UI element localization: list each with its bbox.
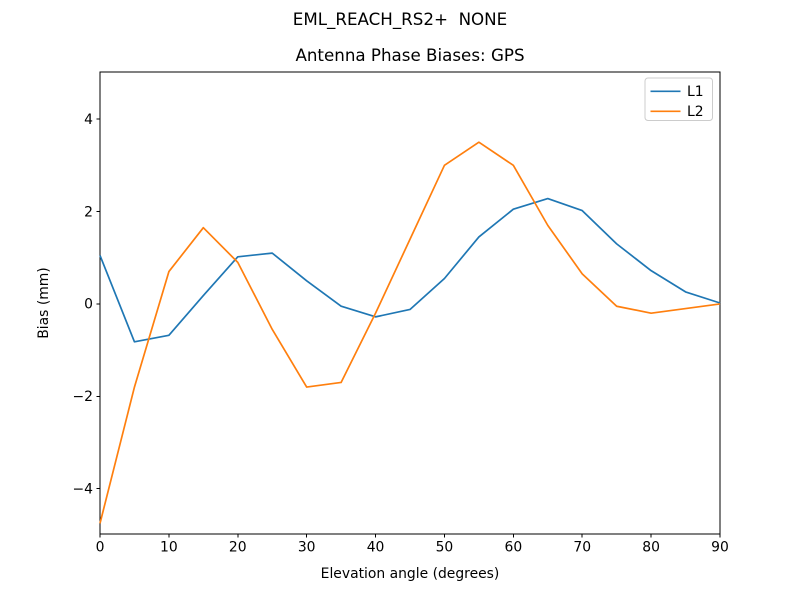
y-axis-label: Bias (mm) <box>36 267 52 338</box>
y-tick-label: 0 <box>84 297 93 313</box>
axes-title: Antenna Phase Biases: GPS <box>295 45 524 65</box>
series-line-l1 <box>99 197 721 343</box>
series-line-l2 <box>99 141 721 524</box>
data-series <box>99 141 721 524</box>
x-tick-label: 0 <box>96 540 105 556</box>
legend-label-l1: L1 <box>687 84 704 100</box>
y-tick-label: 4 <box>84 112 93 128</box>
x-tick-label: 20 <box>229 540 247 556</box>
x-tick-label: 80 <box>642 540 660 556</box>
legend-frame <box>644 77 713 121</box>
x-tick-label: 40 <box>367 540 385 556</box>
x-tick-label: 10 <box>160 540 178 556</box>
x-tick-label: 30 <box>298 540 316 556</box>
legend: L1 L2 <box>644 77 713 121</box>
x-tick-label: 60 <box>504 540 522 556</box>
x-tick-label: 50 <box>436 540 454 556</box>
y-tick-label: 2 <box>84 204 93 220</box>
x-axis-ticks: 0 10 20 30 40 50 60 70 80 90 <box>96 534 729 556</box>
figure-suptitle: EML_REACH_RS2+ NONE <box>293 9 507 30</box>
y-axis-ticks: −4 −2 0 2 4 <box>73 112 100 498</box>
x-axis-label: Elevation angle (degrees) <box>321 566 500 582</box>
plot-frame <box>99 71 721 535</box>
y-tick-label: −2 <box>73 389 93 405</box>
y-tick-label: −4 <box>73 482 94 498</box>
x-tick-label: 90 <box>711 540 729 556</box>
legend-label-l2: L2 <box>687 104 704 120</box>
x-tick-label: 70 <box>573 540 591 556</box>
